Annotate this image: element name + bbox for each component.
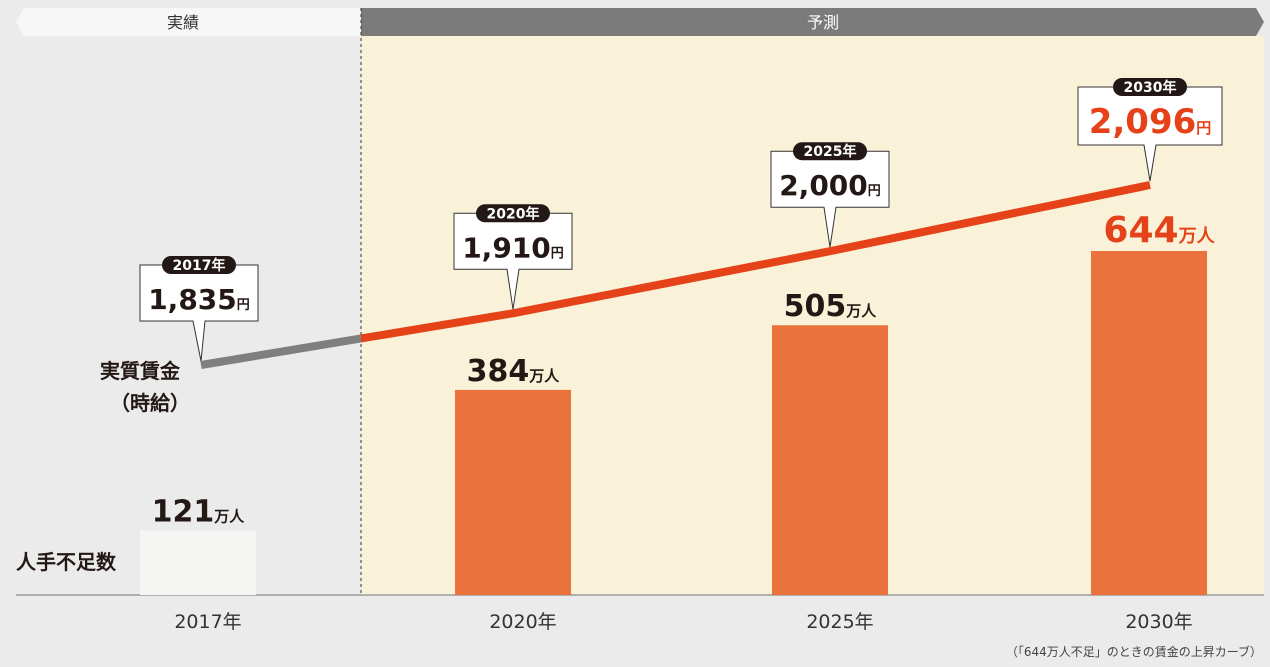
wage-value-label: 2,096円 [1089,102,1212,142]
shortage-series-label: 人手不足数 [16,550,117,574]
bar-2020年 [455,389,571,595]
year-tag-label: 2030年 [1124,79,1177,96]
bar-value-label: 384万人 [467,354,561,389]
forecast-header-label: 予測 [807,13,839,32]
wage-callout-2025年: 2025年 2,000円 [770,142,890,248]
wage-callout-2020年: 2020年 1,910円 [453,204,573,310]
year-tag [793,142,867,161]
wage-line-actual-segment [200,334,362,369]
year-tag-label: 2025年 [804,143,857,160]
forecast-header-arrow [361,8,1264,36]
year-tag [1113,78,1187,96]
callout-box [453,212,573,310]
bar-2017年 [140,530,256,595]
actual-header-arrow [16,8,361,36]
bar-value-label: 121万人 [152,494,246,529]
chart-annotation: （「644万人不足」のときの賃金の上昇カーブ） [1006,644,1262,659]
bar-2025年 [772,325,888,595]
x-tick-label: 2030年 [1125,611,1192,633]
year-tag [162,256,236,274]
year-tag [476,204,550,223]
wage-value-label: 2,000円 [779,169,881,202]
year-tag-label: 2020年 [487,205,540,222]
wage-series-label-line2: （時給） [110,391,190,415]
x-tick-label: 2025年 [806,611,873,633]
bar-value-label: 644万人 [1103,210,1215,251]
wage-value-label: 1,835円 [148,283,250,316]
callout-box [1077,86,1223,182]
bar-2030年 [1091,251,1207,595]
wage-series-label-line1: 実質賃金 [100,359,181,383]
year-tag-label: 2017年 [173,257,226,274]
x-tick-label: 2017年 [174,611,241,633]
x-tick-label: 2020年 [489,611,556,633]
wage-value-label: 1,910円 [462,231,564,264]
bar-value-label: 505万人 [784,289,878,324]
callout-box [770,150,890,248]
wage-line-forecast-segment [360,181,1151,343]
callout-box [139,264,259,362]
wage-callout-2030年: 2030年 2,096円 [1077,78,1223,182]
wage-callout-2017年: 2017年 1,835円 [139,256,259,362]
actual-header-label: 実績 [167,13,199,32]
